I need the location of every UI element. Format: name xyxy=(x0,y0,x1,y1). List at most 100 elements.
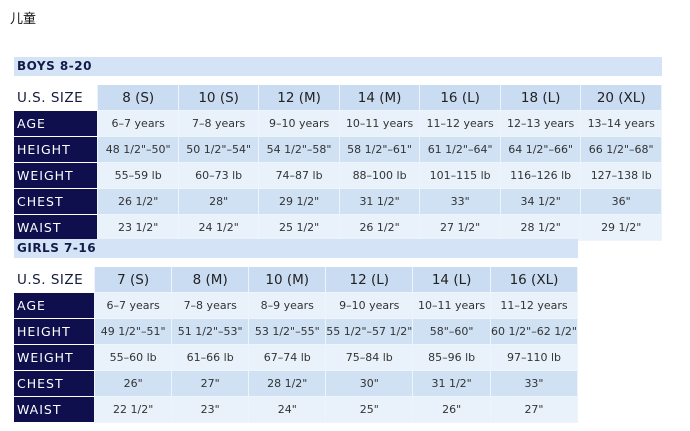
size-header-cell: 16 (L) xyxy=(419,85,501,111)
table-cell: 26 1/2" xyxy=(97,188,179,215)
table-cell: 60 1/2"–62 1/2" xyxy=(490,318,579,345)
table-cell: 58"–60" xyxy=(412,318,491,345)
table-cell: 8–9 years xyxy=(248,292,327,319)
table-cell: 31 1/2" xyxy=(412,370,491,397)
table-cell: 48 1/2"–50" xyxy=(97,136,179,163)
table-cell: 28 1/2" xyxy=(500,214,582,241)
table-row: WEIGHT 55–60 lb 61–66 lb 67–74 lb 75–84 lb 85… xyxy=(14,344,579,371)
page-title: 儿童 xyxy=(10,12,37,27)
table-cell: 25" xyxy=(325,396,414,423)
table-cell: 28" xyxy=(178,188,260,215)
row-label: WEIGHT xyxy=(14,344,96,371)
table-cell: 74–87 lb xyxy=(258,162,340,189)
size-header-cell: 20 (XL) xyxy=(580,85,662,111)
girls-section-title: GIRLS 7-16 xyxy=(14,239,578,258)
table-cell: 28 1/2" xyxy=(248,370,327,397)
table-cell: 61 1/2"–64" xyxy=(419,136,501,163)
boys-size-table: U.S. SIZE 8 (S) 10 (S) 12 (M) 14 (M) 16 (L) 18… xyxy=(14,85,662,241)
table-cell: 26 1/2" xyxy=(339,214,421,241)
table-cell: 30" xyxy=(325,370,414,397)
table-cell: 27 1/2" xyxy=(419,214,501,241)
row-label: HEIGHT xyxy=(14,318,96,345)
table-cell: 50 1/2"–54" xyxy=(178,136,260,163)
table-cell: 54 1/2"–58" xyxy=(258,136,340,163)
size-header-cell: 16 (XL) xyxy=(490,267,579,293)
size-header-cell: 14 (L) xyxy=(412,267,491,293)
boys-size-chart: BOYS 8-20 U.S. SIZE 8 (S) 10 (S) 12 (M) 14 (… xyxy=(14,57,662,241)
girls-size-table: U.S. SIZE 7 (S) 8 (M) 10 (M) 12 (L) 14 (L) 16 … xyxy=(14,267,579,423)
table-row: HEIGHT 49 1/2"–51" 51 1/2"–53" 53 1/2"–55" 5… xyxy=(14,318,579,345)
table-cell: 9–10 years xyxy=(325,292,414,319)
table-cell: 26" xyxy=(412,396,491,423)
table-cell: 55–59 lb xyxy=(97,162,179,189)
table-cell: 75–84 lb xyxy=(325,344,414,371)
size-header-cell: 12 (L) xyxy=(325,267,414,293)
table-cell: 9–10 years xyxy=(258,110,340,137)
table-cell: 7–8 years xyxy=(178,110,260,137)
table-row: CHEST 26" 27" 28 1/2" 30" 31 1/2" 33" xyxy=(14,370,579,397)
table-cell: 31 1/2" xyxy=(339,188,421,215)
row-label: WEIGHT xyxy=(14,162,99,189)
table-cell: 24 1/2" xyxy=(178,214,260,241)
table-cell: 36" xyxy=(580,188,662,215)
size-header-cell: 10 (M) xyxy=(248,267,327,293)
table-cell: 101–115 lb xyxy=(419,162,501,189)
size-header-row: U.S. SIZE 8 (S) 10 (S) 12 (M) 14 (M) 16 (L) 18… xyxy=(14,85,662,111)
table-cell: 29 1/2" xyxy=(258,188,340,215)
table-cell: 26" xyxy=(94,370,173,397)
table-cell: 66 1/2"–68" xyxy=(580,136,662,163)
table-cell: 64 1/2"–66" xyxy=(500,136,582,163)
table-cell: 10–11 years xyxy=(339,110,421,137)
table-cell: 97–110 lb xyxy=(490,344,579,371)
row-label: AGE xyxy=(14,110,99,137)
table-cell: 29 1/2" xyxy=(580,214,662,241)
table-cell: 12–13 years xyxy=(500,110,582,137)
table-row: WEIGHT 55–59 lb 60–73 lb 74–87 lb 88–100 lb 1… xyxy=(14,162,662,189)
row-label: HEIGHT xyxy=(14,136,99,163)
header-label: U.S. SIZE xyxy=(14,85,99,111)
table-cell: 6–7 years xyxy=(94,292,173,319)
table-row: WAIST 23 1/2" 24 1/2" 25 1/2" 26 1/2" 27 1/2"… xyxy=(14,214,662,241)
table-row: WAIST 22 1/2" 23" 24" 25" 26" 27" xyxy=(14,396,579,423)
size-header-cell: 7 (S) xyxy=(94,267,173,293)
table-cell: 25 1/2" xyxy=(258,214,340,241)
table-row: AGE 6–7 years 7–8 years 8–9 years 9–10 years… xyxy=(14,292,579,319)
table-cell: 6–7 years xyxy=(97,110,179,137)
table-row: HEIGHT 48 1/2"–50" 50 1/2"–54" 54 1/2"–58" 5… xyxy=(14,136,662,163)
table-cell: 61–66 lb xyxy=(171,344,250,371)
table-cell: 11–12 years xyxy=(419,110,501,137)
row-label: AGE xyxy=(14,292,96,319)
girls-size-chart: GIRLS 7-16 U.S. SIZE 7 (S) 8 (M) 10 (M) 12 (… xyxy=(14,239,579,423)
table-cell: 33" xyxy=(490,370,579,397)
table-cell: 23 1/2" xyxy=(97,214,179,241)
table-cell: 53 1/2"–55" xyxy=(248,318,327,345)
table-cell: 88–100 lb xyxy=(339,162,421,189)
row-label: WAIST xyxy=(14,396,96,423)
size-header-cell: 8 (M) xyxy=(171,267,250,293)
table-cell: 22 1/2" xyxy=(94,396,173,423)
table-cell: 55–60 lb xyxy=(94,344,173,371)
size-header-row: U.S. SIZE 7 (S) 8 (M) 10 (M) 12 (L) 14 (L) 16 … xyxy=(14,267,579,293)
table-cell: 55 1/2"–57 1/2" xyxy=(325,318,414,345)
size-header-cell: 14 (M) xyxy=(339,85,421,111)
table-cell: 27" xyxy=(171,370,250,397)
table-cell: 34 1/2" xyxy=(500,188,582,215)
table-cell: 33" xyxy=(419,188,501,215)
size-header-cell: 10 (S) xyxy=(178,85,260,111)
row-label: WAIST xyxy=(14,214,99,241)
table-cell: 116–126 lb xyxy=(500,162,582,189)
size-header-cell: 12 (M) xyxy=(258,85,340,111)
table-cell: 127–138 lb xyxy=(580,162,662,189)
boys-section-title: BOYS 8-20 xyxy=(14,57,662,76)
table-cell: 51 1/2"–53" xyxy=(171,318,250,345)
header-label: U.S. SIZE xyxy=(14,267,96,293)
size-header-cell: 18 (L) xyxy=(500,85,582,111)
table-row: CHEST 26 1/2" 28" 29 1/2" 31 1/2" 33" 34 1/2" 3… xyxy=(14,188,662,215)
table-cell: 13–14 years xyxy=(580,110,662,137)
size-header-cell: 8 (S) xyxy=(97,85,179,111)
table-cell: 60–73 lb xyxy=(178,162,260,189)
table-cell: 11–12 years xyxy=(490,292,579,319)
table-row: AGE 6–7 years 7–8 years 9–10 years 10–11 yea… xyxy=(14,110,662,137)
table-cell: 58 1/2"–61" xyxy=(339,136,421,163)
table-cell: 67–74 lb xyxy=(248,344,327,371)
